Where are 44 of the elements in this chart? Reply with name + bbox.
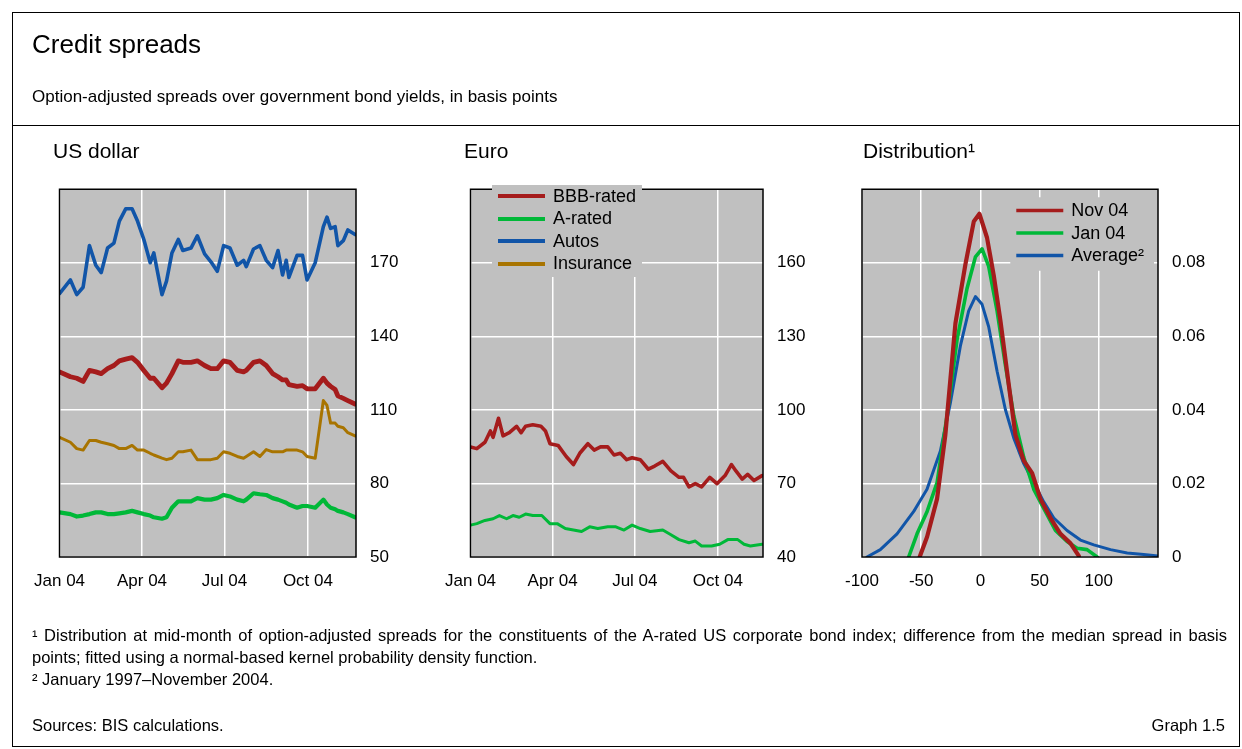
legend-label: Average² [1071,245,1145,266]
text: Option-adjusted spreads over government bond yields, in basis points [32,87,558,107]
x-tick-label: Oct 04 [282,570,333,590]
text: ¹ Distribution at mid-month of option-adjusted spreads for the constituents of the A-rated US corporate bond index; difference from the median spread in basis points; fitted using a normal-based kernel probability density function. [32,625,1227,668]
y-tick-label: 0.08 [1172,252,1206,272]
y-tick-label: 130 [777,326,806,346]
legend-label: A-rated [553,208,613,230]
x-tick-label: Oct 04 [692,570,743,590]
y-tick-label: 0.04 [1172,399,1206,419]
x-tick-label: Jul 04 [201,570,248,590]
y-tick-label: 170 [370,252,399,272]
text: Credit spreads [32,29,202,60]
y-tick-label: 50 [370,546,389,566]
legend-label: Autos [553,230,600,252]
x-tick-label: -50 [908,570,934,590]
y-tick-label: 40 [777,546,796,566]
x-tick-label: Apr 04 [116,570,168,590]
y-tick-label: 80 [370,473,389,493]
x-tick-label: -100 [844,570,880,590]
y-tick-label: 160 [777,252,806,272]
chart-title: Euro [464,139,509,163]
x-tick-label: 50 [1030,570,1050,590]
x-tick-label: 0 [975,570,986,590]
chart-title: Distribution¹ [863,139,976,163]
caption: Graph 1.5 [1151,716,1225,735]
legend-label: Nov 04 [1071,200,1129,221]
x-tick-label: Jan 04 [445,570,497,590]
y-tick-label: 0.06 [1172,326,1206,346]
legend-label: Insurance [553,253,633,275]
y-tick-label: 100 [777,399,806,419]
y-tick-label: 70 [777,473,796,493]
y-tick-label: 0 [1172,546,1182,566]
legend-label: BBB-rated [553,185,637,207]
x-tick-label: Jan 04 [34,570,86,590]
y-tick-label: 140 [370,326,399,346]
chart-title: US dollar [53,139,140,163]
source-note: Sources: BIS calculations. [32,716,224,735]
y-tick-label: 0.02 [1172,473,1206,493]
legend-label: Jan 04 [1071,222,1126,243]
x-tick-label: Jul 04 [612,570,658,590]
x-tick-label: Apr 04 [527,570,578,590]
y-tick-label: 110 [370,399,398,419]
x-tick-label: 100 [1084,570,1113,590]
text: ² January 1997–November 2004. [32,669,275,690]
